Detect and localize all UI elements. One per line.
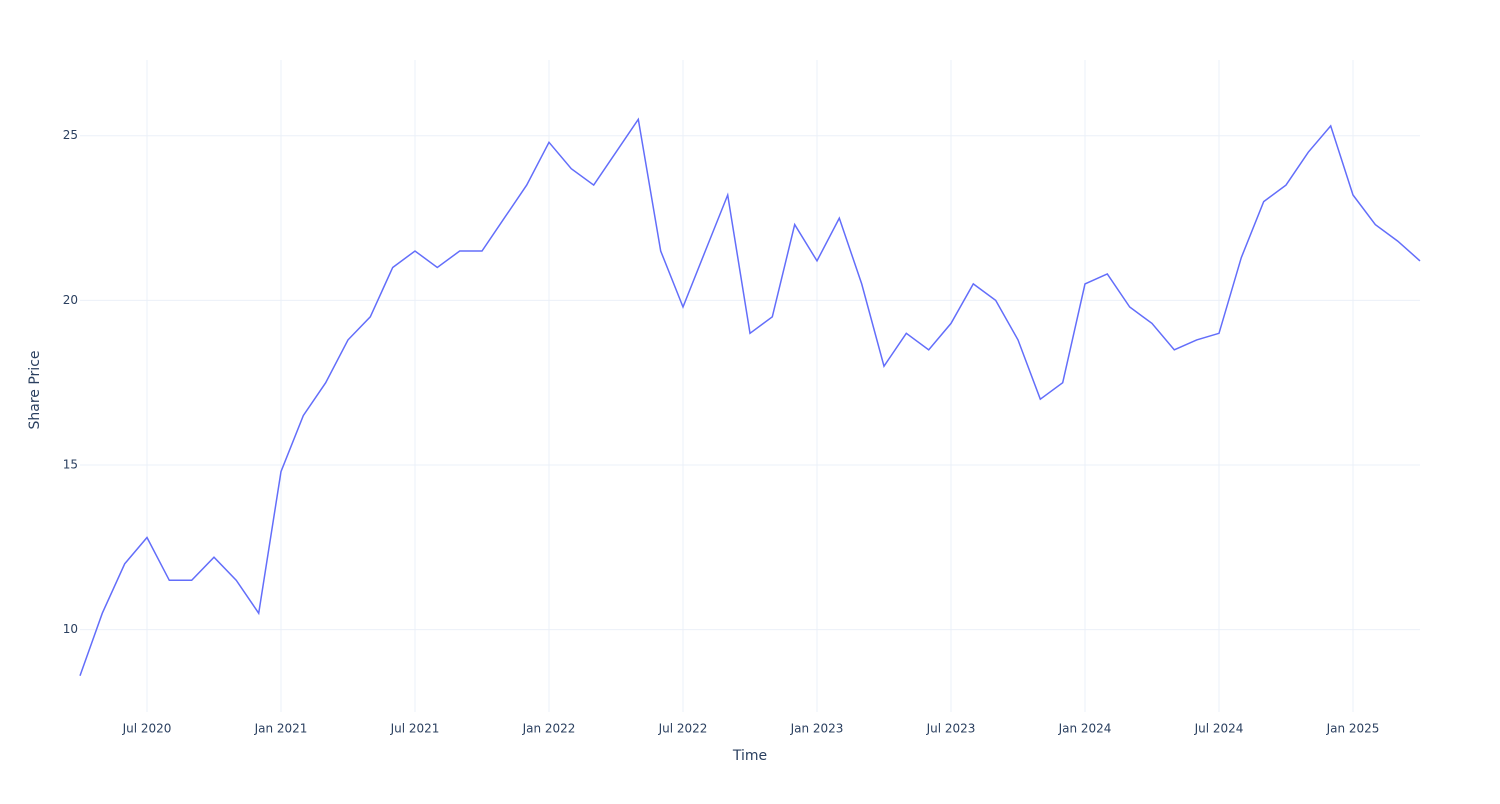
- x-tick-label: Jan 2023: [790, 722, 844, 736]
- x-axis-title: Time: [732, 748, 767, 764]
- x-tick-label: Jul 2022: [658, 722, 708, 736]
- y-axis-title: Share Price: [27, 350, 43, 429]
- x-tick-label: Jan 2024: [1058, 722, 1112, 736]
- y-tick-label: 15: [63, 458, 78, 472]
- y-tick-label: 10: [63, 622, 78, 636]
- y-tick-label: 25: [63, 128, 78, 142]
- x-tick-label: Jan 2022: [522, 722, 576, 736]
- price-line: [79, 117, 1421, 677]
- x-tick-label: Jul 2021: [390, 722, 440, 736]
- x-tick-label: Jul 2023: [926, 722, 976, 736]
- x-tick-label: Jan 2021: [254, 722, 308, 736]
- y-tick-label: 20: [63, 293, 78, 307]
- x-tick-label: Jul 2024: [1194, 722, 1244, 736]
- x-tick-label: Jul 2020: [122, 722, 172, 736]
- x-tick-label: Jan 2025: [1326, 722, 1380, 736]
